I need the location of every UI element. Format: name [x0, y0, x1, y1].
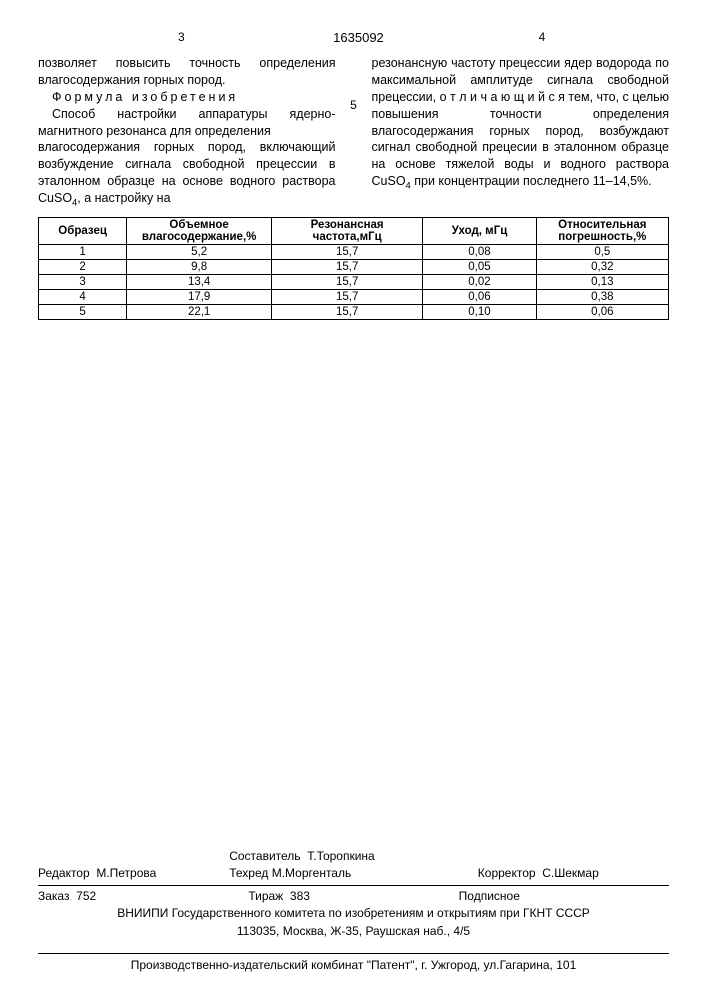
table-row: 313,415,70,020,13	[39, 275, 669, 290]
paragraph: Способ настройки аппаратуры ядерно-магни…	[38, 106, 336, 140]
table-cell: 15,7	[272, 305, 423, 320]
table-cell: 15,7	[272, 245, 423, 260]
corrector-name: С.Шекмар	[542, 866, 599, 880]
order-label: Заказ	[38, 889, 69, 903]
table-header-cell: Резонансная частота,мГц	[272, 218, 423, 245]
table-header-cell: Уход, мГц	[423, 218, 536, 245]
table-cell: 22,1	[127, 305, 272, 320]
org-address: 113035, Москва, Ж-35, Раушская наб., 4/5	[38, 923, 669, 940]
table-body: 15,215,70,080,529,815,70,050,32313,415,7…	[39, 245, 669, 320]
order-row: Заказ 752 Тираж 383 Подписное	[38, 888, 669, 905]
subscription-cell: Подписное	[459, 888, 669, 905]
print-run-value: 383	[290, 889, 310, 903]
composer-name: Т.Торопкина	[307, 849, 375, 863]
tech-label: Техред	[229, 866, 268, 880]
divider	[38, 885, 669, 886]
page-number-right: 4	[419, 30, 659, 45]
table-cell: 5,2	[127, 245, 272, 260]
table-cell: 15,7	[272, 290, 423, 305]
corrector-label: Корректор	[478, 866, 536, 880]
table-cell: 0,06	[536, 305, 668, 320]
emphasis: о т л и ч а ю щ и й с я	[440, 90, 565, 104]
page-number-left: 3	[48, 30, 298, 45]
body-columns: позволяет повысить точность определения …	[38, 55, 669, 209]
table-cell: 0,10	[423, 305, 536, 320]
data-table: ОбразецОбъемное влагосодержание,%Резонан…	[38, 217, 669, 320]
table-header-cell: Образец	[39, 218, 127, 245]
table-row: 29,815,70,050,32	[39, 260, 669, 275]
paragraph: позволяет повысить точность определения …	[38, 55, 336, 89]
table-cell: 5	[39, 305, 127, 320]
document-number: 1635092	[298, 30, 418, 45]
table-cell: 1	[39, 245, 127, 260]
table-cell: 15,7	[272, 275, 423, 290]
footer-credits: Редактор М.Петрова Составитель Т.Торопки…	[38, 844, 669, 883]
paragraph: влагосодержания горных пород, включающий…	[38, 139, 336, 209]
table-row: 15,215,70,080,5	[39, 245, 669, 260]
print-run-cell: Тираж 383	[248, 888, 458, 905]
editor-label: Редактор	[38, 866, 90, 880]
column-left: позволяет повысить точность определения …	[38, 55, 336, 209]
table-header-row: ОбразецОбъемное влагосодержание,%Резонан…	[39, 218, 669, 245]
table-cell: 13,4	[127, 275, 272, 290]
composer-label: Составитель	[229, 849, 300, 863]
table-cell: 0,05	[423, 260, 536, 275]
table-cell: 9,8	[127, 260, 272, 275]
document-page: 3 1635092 4 позволяет повысить точность …	[0, 0, 707, 320]
table-cell: 17,9	[127, 290, 272, 305]
imprint-line: Производственно-издательский комбинат "П…	[38, 953, 669, 972]
text: при концентрации последнего 11–14,5%.	[411, 174, 652, 188]
footer-block: Редактор М.Петрова Составитель Т.Торопки…	[38, 844, 669, 940]
editor-name: М.Петрова	[96, 866, 156, 880]
composer-tech-cell: Составитель Т.Торопкина Техред М.Моргент…	[229, 848, 478, 883]
text: , а настройку на	[77, 191, 170, 205]
table-cell: 0,32	[536, 260, 668, 275]
table-header-cell: Объемное влагосодержание,%	[127, 218, 272, 245]
order-value: 752	[76, 889, 96, 903]
table-row: 417,915,70,060,38	[39, 290, 669, 305]
table-row: 522,115,70,100,06	[39, 305, 669, 320]
corrector-cell: Корректор С.Шекмар	[478, 848, 669, 883]
print-run-label: Тираж	[248, 889, 283, 903]
table-cell: 0,06	[423, 290, 536, 305]
table-cell: 15,7	[272, 260, 423, 275]
table-cell: 0,08	[423, 245, 536, 260]
table-cell: 0,5	[536, 245, 668, 260]
table-header-cell: Относительная погрешность,%	[536, 218, 668, 245]
table-cell: 4	[39, 290, 127, 305]
org-line-1: ВНИИПИ Государственного комитета по изоб…	[38, 905, 669, 922]
line-number-marker: 5	[348, 97, 360, 113]
table-cell: 3	[39, 275, 127, 290]
column-right: резонансную частоту прецессии ядер водор…	[372, 55, 670, 209]
table-cell: 0,02	[423, 275, 536, 290]
table-head: ОбразецОбъемное влагосодержание,%Резонан…	[39, 218, 669, 245]
table-cell: 0,13	[536, 275, 668, 290]
tech-name: М.Моргенталь	[272, 866, 352, 880]
editor-cell: Редактор М.Петрова	[38, 848, 229, 883]
formula-heading: Формула изобретения	[38, 89, 336, 106]
table-cell: 0,38	[536, 290, 668, 305]
order-cell: Заказ 752	[38, 888, 248, 905]
table-cell: 2	[39, 260, 127, 275]
page-header: 3 1635092 4	[38, 30, 669, 45]
text: Способ настройки аппаратуры ядерно-магни…	[38, 107, 336, 138]
